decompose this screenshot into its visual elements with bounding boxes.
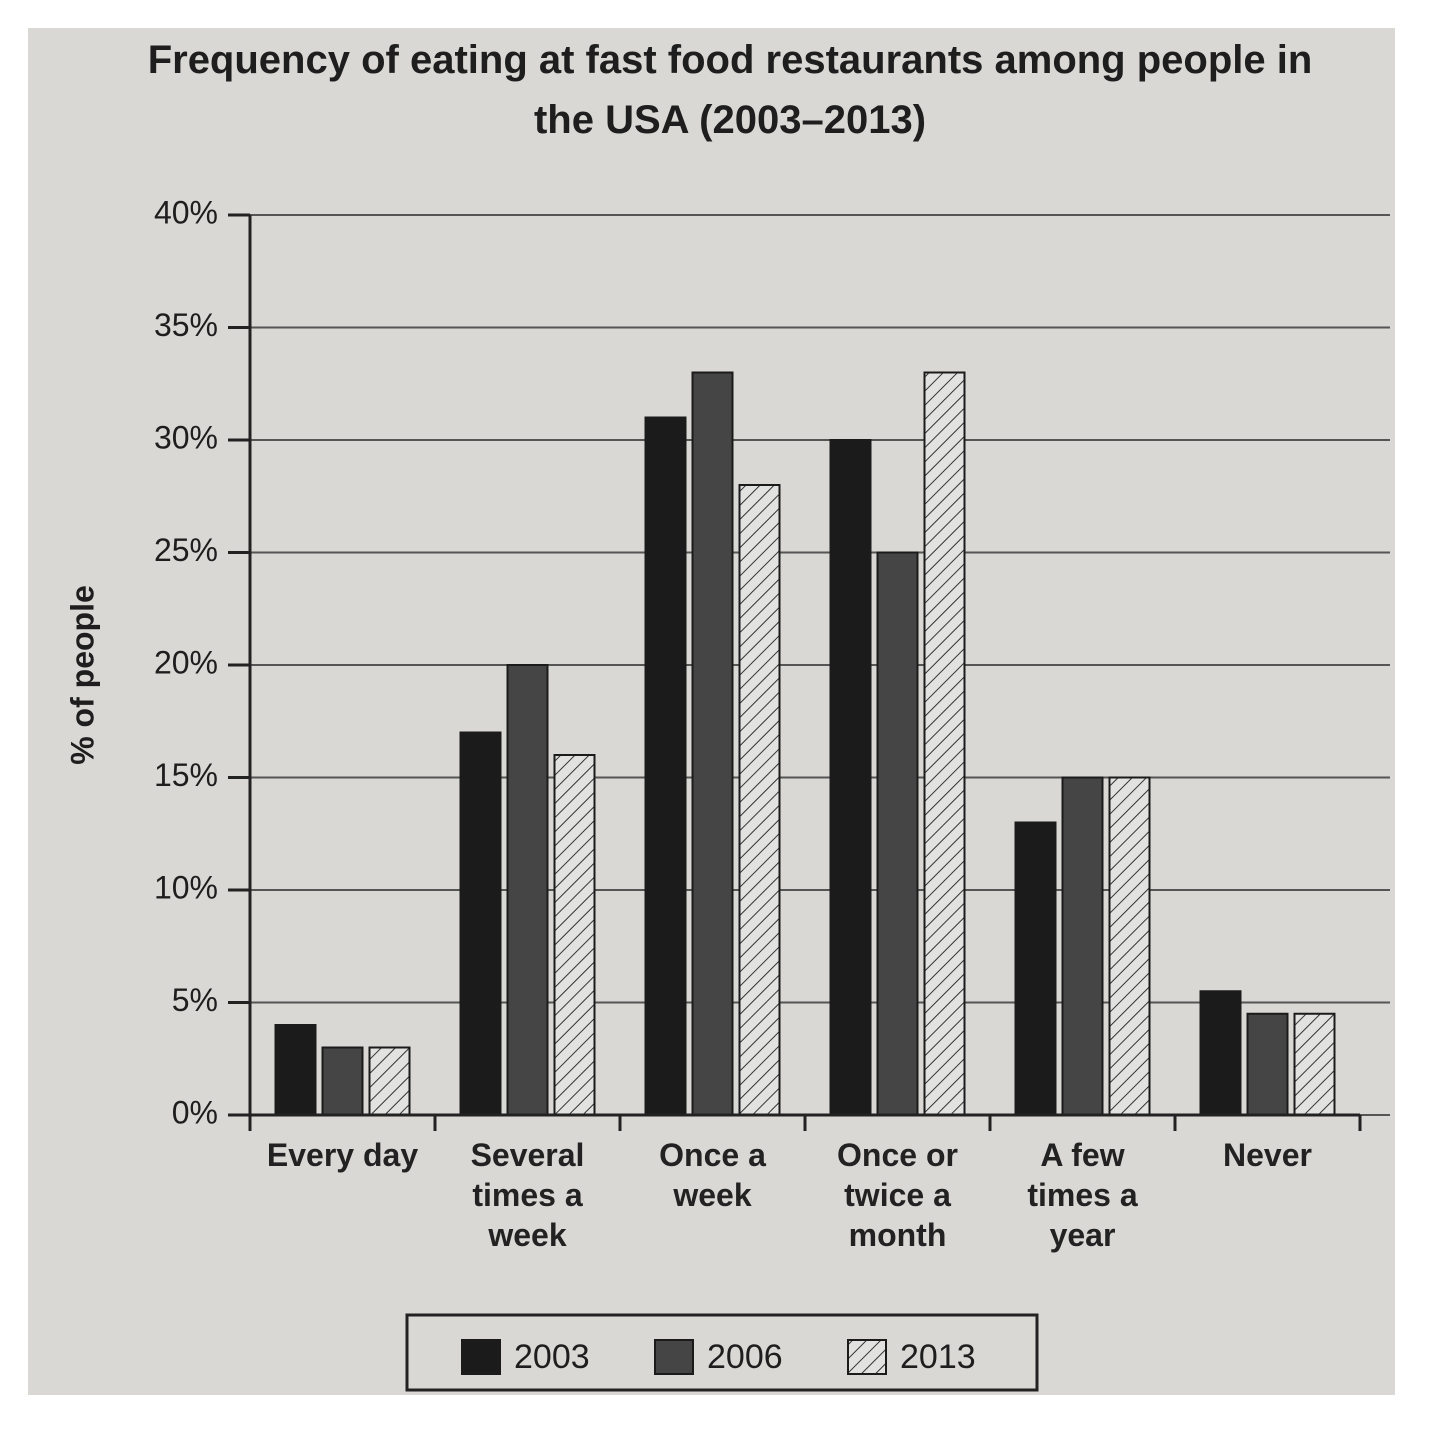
x-tick-label: Once or twice a month — [837, 1137, 958, 1253]
bar — [321, 1046, 364, 1116]
x-tick-label: Never — [1223, 1137, 1312, 1173]
bar — [691, 371, 734, 1116]
legend-label: 2006 — [707, 1338, 783, 1376]
bar — [1061, 776, 1104, 1116]
bar — [459, 731, 502, 1116]
bar — [1108, 776, 1151, 1116]
y-tick-label: 5% — [172, 982, 218, 1018]
y-tick-label: 15% — [154, 757, 218, 793]
bar — [506, 664, 549, 1116]
bar — [738, 484, 781, 1116]
y-tick-label: 25% — [154, 532, 218, 568]
y-tick-label: 30% — [154, 419, 218, 455]
bar — [876, 551, 919, 1116]
legend-label: 2003 — [514, 1338, 590, 1376]
y-tick-label: 35% — [154, 307, 218, 343]
chart-title: Frequency of eating at fast food restaur… — [147, 38, 1313, 142]
legend-label: 2013 — [900, 1338, 976, 1376]
legend-swatch — [461, 1339, 501, 1375]
x-tick-label: Every day — [266, 1137, 419, 1173]
bar — [1246, 1012, 1289, 1116]
y-tick-label: 0% — [172, 1094, 218, 1130]
legend-box — [405, 1313, 1039, 1392]
x-tick-label: Several times a week — [470, 1137, 585, 1253]
bar — [1014, 821, 1057, 1116]
bar — [829, 439, 872, 1116]
y-tick-label: 10% — [154, 869, 218, 905]
bar — [274, 1024, 317, 1116]
bar — [368, 1046, 411, 1116]
bar — [1293, 1012, 1336, 1116]
x-tick-label: Once a week — [659, 1137, 766, 1213]
bar — [923, 371, 966, 1116]
bar — [1199, 990, 1242, 1116]
y-tick-label: 40% — [154, 194, 218, 230]
y-tick-label: 20% — [154, 644, 218, 680]
legend-swatch — [847, 1339, 887, 1375]
bar — [553, 754, 596, 1116]
legend-swatch — [654, 1339, 694, 1375]
bar — [644, 416, 687, 1116]
x-tick-label: A few times a year — [1027, 1137, 1138, 1253]
y-axis-label: % of people — [64, 585, 100, 765]
